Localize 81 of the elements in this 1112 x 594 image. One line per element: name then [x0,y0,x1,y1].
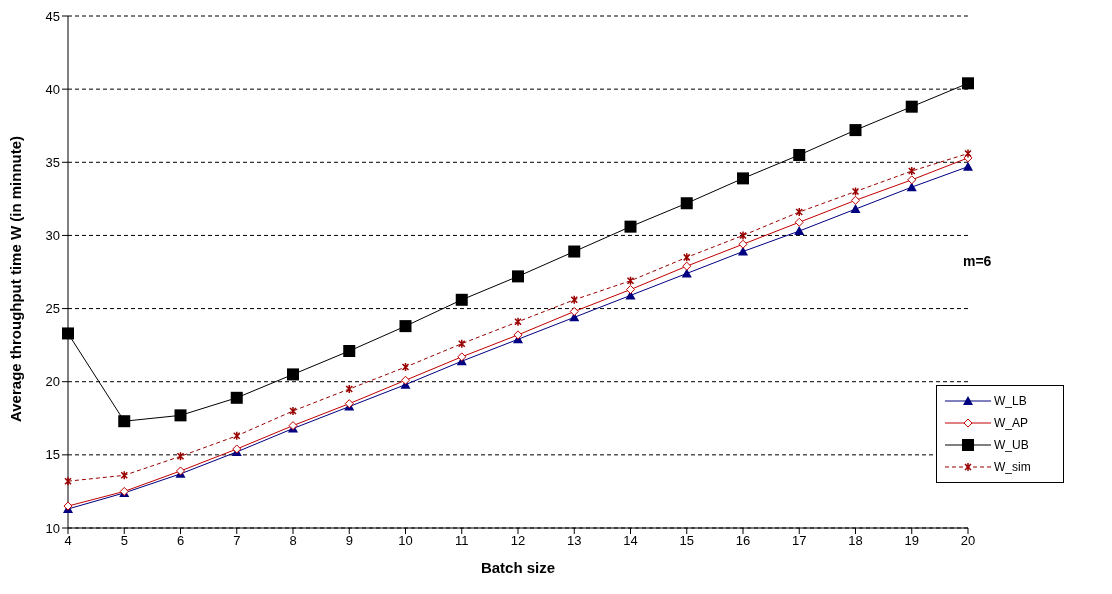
point [230,391,243,404]
point [738,239,748,249]
x-tick-label: 6 [176,533,185,549]
point [455,293,468,306]
legend-label: W_LB [994,394,1027,408]
point [962,77,974,90]
point [570,295,578,305]
point [343,344,356,357]
point [513,330,523,340]
y-axis-title: Average throughput time W (in minnute) [7,135,25,422]
point [399,320,412,333]
x-tick-label: 16 [735,533,751,549]
point [682,261,692,271]
x-tick-label: 4 [64,533,72,549]
point [850,204,861,214]
legend-label: W_UB [994,438,1029,452]
point [683,252,691,263]
point [907,175,917,185]
point [62,327,74,340]
point [287,368,299,381]
point [793,148,806,161]
point [120,470,128,481]
y-tick-label: 10 [45,520,60,536]
legend-label: W_sim [994,460,1031,474]
y-tick-label: 40 [45,81,60,97]
x-tick-label: 10 [398,533,413,549]
point [739,230,747,241]
point [568,245,581,258]
x-tick-label: 14 [623,533,638,549]
point [626,285,635,295]
point [176,451,185,462]
x-tick-label: 17 [792,533,807,549]
y-tick-label: 20 [45,374,60,390]
x-tick-label: 13 [567,533,582,549]
y-tick-label: 45 [45,8,60,24]
point [624,220,637,233]
x-tick-label: 19 [904,533,919,549]
point [64,476,72,486]
annotation: m=6 [963,253,992,269]
x-tick-label: 7 [233,533,241,549]
point [849,124,862,137]
x-tick-label: 15 [679,533,694,549]
point [737,172,749,185]
y-tick-label: 35 [45,154,60,170]
point [569,307,579,316]
point [906,182,917,192]
point [908,166,916,176]
point [626,276,635,286]
x-tick-label: 12 [510,533,526,549]
point [851,186,860,197]
x-tick-label: 11 [455,533,469,549]
point [118,415,131,428]
point [345,384,353,394]
y-tick-label: 30 [45,228,60,244]
point [401,362,410,372]
point [963,161,973,171]
x-tick-label: 9 [345,533,353,549]
point [795,207,803,217]
point [289,406,297,416]
legend-label: W_AP [994,416,1029,430]
point [233,431,241,441]
point [964,148,972,159]
point [457,352,467,362]
point [174,409,187,422]
point [738,246,748,256]
x-tick-label: 8 [289,533,297,549]
point [794,217,804,227]
point [794,226,805,236]
y-tick-label: 15 [45,447,60,463]
x-tick-label: 20 [960,533,976,549]
point [512,270,524,283]
point [514,316,522,327]
x-tick-label: 5 [120,533,128,549]
point [905,100,918,113]
x-tick-label: 18 [848,533,863,549]
x-axis-title: Batch size [480,559,556,576]
point [851,195,860,205]
point [401,375,410,385]
point [680,197,693,210]
y-tick-label: 25 [45,301,60,317]
point [458,338,466,349]
